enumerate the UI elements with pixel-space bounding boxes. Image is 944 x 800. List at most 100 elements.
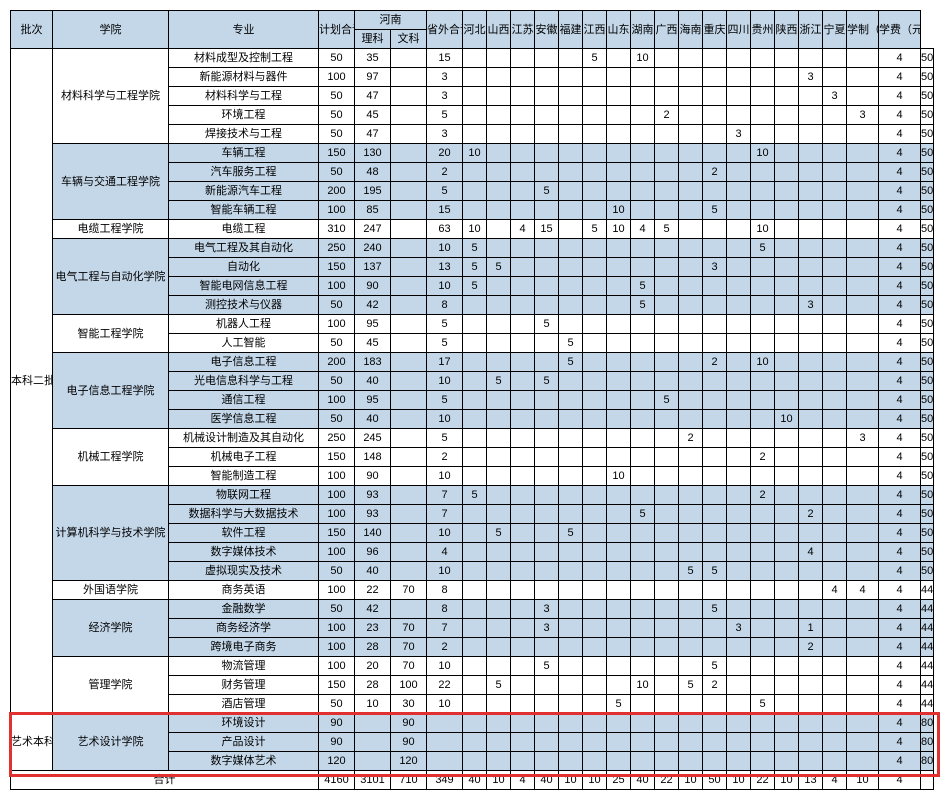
value-cell: 5000 [921, 467, 934, 486]
value-cell [727, 353, 751, 372]
value-cell [703, 714, 727, 733]
value-cell [559, 562, 583, 581]
value-cell [799, 334, 823, 353]
value-cell: 4 [879, 125, 921, 144]
totals-cell: 10 [847, 771, 879, 790]
value-cell [463, 657, 487, 676]
value-cell [847, 258, 879, 277]
value-cell: 100 [319, 68, 355, 87]
value-cell: 137 [355, 258, 391, 277]
value-cell [559, 258, 583, 277]
value-cell [559, 448, 583, 467]
totals-row: 合计41603101710349401044010102540221050102… [11, 771, 934, 790]
value-cell: 22 [355, 581, 391, 600]
major-cell: 机器人工程 [169, 315, 319, 334]
value-cell [583, 144, 607, 163]
value-cell [559, 87, 583, 106]
value-cell: 200 [319, 353, 355, 372]
value-cell [679, 372, 703, 391]
totals-cell: 710 [391, 771, 427, 790]
value-cell [487, 87, 511, 106]
value-cell [535, 87, 559, 106]
value-cell [847, 752, 879, 771]
hdr-prov-0: 河北 [463, 11, 487, 49]
value-cell: 5000 [921, 410, 934, 429]
value-cell [535, 277, 559, 296]
value-cell [607, 429, 631, 448]
value-cell [727, 505, 751, 524]
value-cell [727, 144, 751, 163]
value-cell [511, 182, 535, 201]
value-cell [799, 201, 823, 220]
value-cell [511, 600, 535, 619]
value-cell [847, 486, 879, 505]
value-cell [631, 144, 655, 163]
value-cell: 4 [879, 87, 921, 106]
value-cell [535, 106, 559, 125]
value-cell [799, 676, 823, 695]
value-cell: 2 [799, 505, 823, 524]
value-cell [391, 68, 427, 87]
value-cell [847, 391, 879, 410]
value-cell [535, 125, 559, 144]
value-cell: 130 [355, 144, 391, 163]
value-cell [631, 581, 655, 600]
major-cell: 数字媒体技术 [169, 543, 319, 562]
value-cell: 8000 [921, 714, 934, 733]
major-cell: 材料科学与工程 [169, 87, 319, 106]
value-cell [391, 448, 427, 467]
value-cell [727, 201, 751, 220]
value-cell: 93 [355, 505, 391, 524]
hdr-prov-13: 陕西 [775, 11, 799, 49]
value-cell [751, 125, 775, 144]
value-cell [775, 106, 799, 125]
value-cell: 5 [487, 372, 511, 391]
value-cell [487, 619, 511, 638]
value-cell: 90 [355, 277, 391, 296]
totals-cell: 10 [559, 771, 583, 790]
value-cell: 4 [847, 581, 879, 600]
value-cell: 4 [879, 277, 921, 296]
value-cell [607, 87, 631, 106]
value-cell: 70 [391, 581, 427, 600]
value-cell [487, 429, 511, 448]
value-cell [727, 239, 751, 258]
value-cell [487, 486, 511, 505]
value-cell [535, 714, 559, 733]
value-cell [535, 562, 559, 581]
value-cell [655, 676, 679, 695]
value-cell [463, 581, 487, 600]
value-cell [559, 752, 583, 771]
value-cell [535, 581, 559, 600]
value-cell [703, 125, 727, 144]
value-cell [511, 315, 535, 334]
major-cell: 电缆工程 [169, 220, 319, 239]
college-cell: 车辆与交通工程学院 [53, 144, 169, 220]
value-cell [559, 220, 583, 239]
value-cell [823, 524, 847, 543]
value-cell [679, 353, 703, 372]
value-cell [631, 638, 655, 657]
value-cell [847, 334, 879, 353]
value-cell: 4 [631, 220, 655, 239]
value-cell [823, 239, 847, 258]
value-cell [511, 258, 535, 277]
data-row: 外国语学院商务英语100227084444400 [11, 581, 934, 600]
value-cell [847, 410, 879, 429]
value-cell [511, 486, 535, 505]
value-cell: 100 [319, 543, 355, 562]
value-cell: 4 [879, 201, 921, 220]
value-cell: 50 [319, 372, 355, 391]
value-cell: 4 [879, 334, 921, 353]
value-cell: 5000 [921, 239, 934, 258]
totals-cell: 4160 [319, 771, 355, 790]
value-cell [559, 676, 583, 695]
value-cell: 4 [879, 429, 921, 448]
value-cell [679, 201, 703, 220]
value-cell: 50 [319, 600, 355, 619]
value-cell: 4400 [921, 581, 934, 600]
value-cell [799, 695, 823, 714]
major-cell: 机械设计制造及其自动化 [169, 429, 319, 448]
major-cell: 智能制造工程 [169, 467, 319, 486]
value-cell: 47 [355, 87, 391, 106]
